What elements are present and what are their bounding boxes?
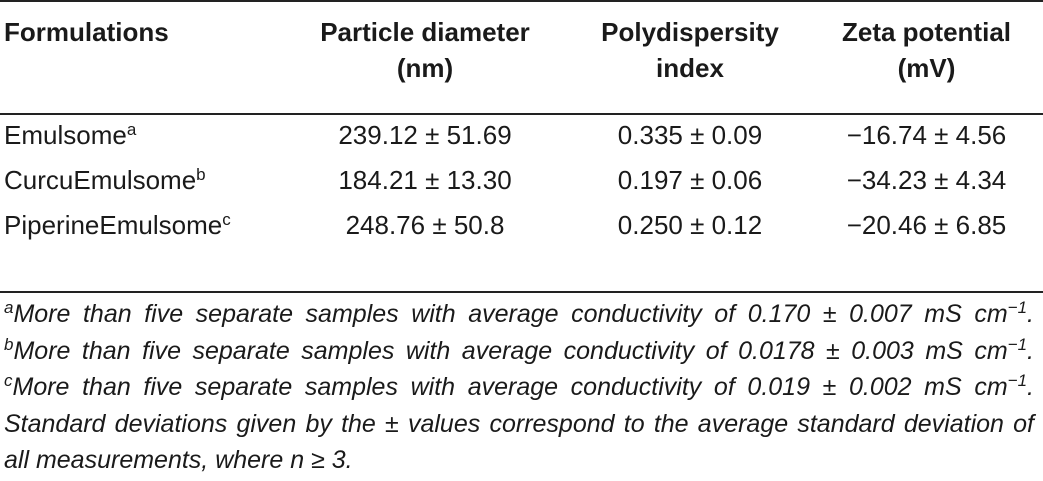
data-table: Formulations Particle diameter (nm) Poly… [0,14,1043,248]
table-row: CurcuEmulsomeb 184.21 ± 13.30 0.197 ± 0.… [0,158,1043,203]
zeta-cell: −20.46 ± 6.85 [846,210,1007,240]
table-footnotes: aMore than five separate samples with av… [4,298,1034,474]
bottom-rule [0,291,1043,293]
formulation-cell: PiperineEmulsomec [4,210,231,240]
table-row: Emulsomea 239.12 ± 51.69 0.335 ± 0.09 −1… [0,113,1043,158]
header-zeta-potential: Zeta potential (mV) [841,17,1011,83]
top-rule [0,0,1043,2]
header-row: Formulations Particle diameter (nm) Poly… [0,14,1043,86]
header-particle-diameter: Particle diameter (nm) [320,17,530,83]
pdi-cell: 0.197 ± 0.06 [617,165,763,195]
diameter-cell: 239.12 ± 51.69 [338,120,512,150]
zeta-cell: −16.74 ± 4.56 [846,120,1007,150]
header-formulations: Formulations [4,17,169,47]
diameter-cell: 248.76 ± 50.8 [345,210,505,240]
header-rule [0,113,1043,115]
header-polydispersity-index: Polydispersity index [601,17,779,83]
zeta-cell: −34.23 ± 4.34 [846,165,1007,195]
pdi-cell: 0.335 ± 0.09 [617,120,763,150]
diameter-cell: 184.21 ± 13.30 [338,165,512,195]
formulation-cell: Emulsomea [4,120,137,150]
formulation-cell: CurcuEmulsomeb [4,165,206,195]
pdi-cell: 0.250 ± 0.12 [617,210,763,240]
table-row: PiperineEmulsomec 248.76 ± 50.8 0.250 ± … [0,203,1043,248]
